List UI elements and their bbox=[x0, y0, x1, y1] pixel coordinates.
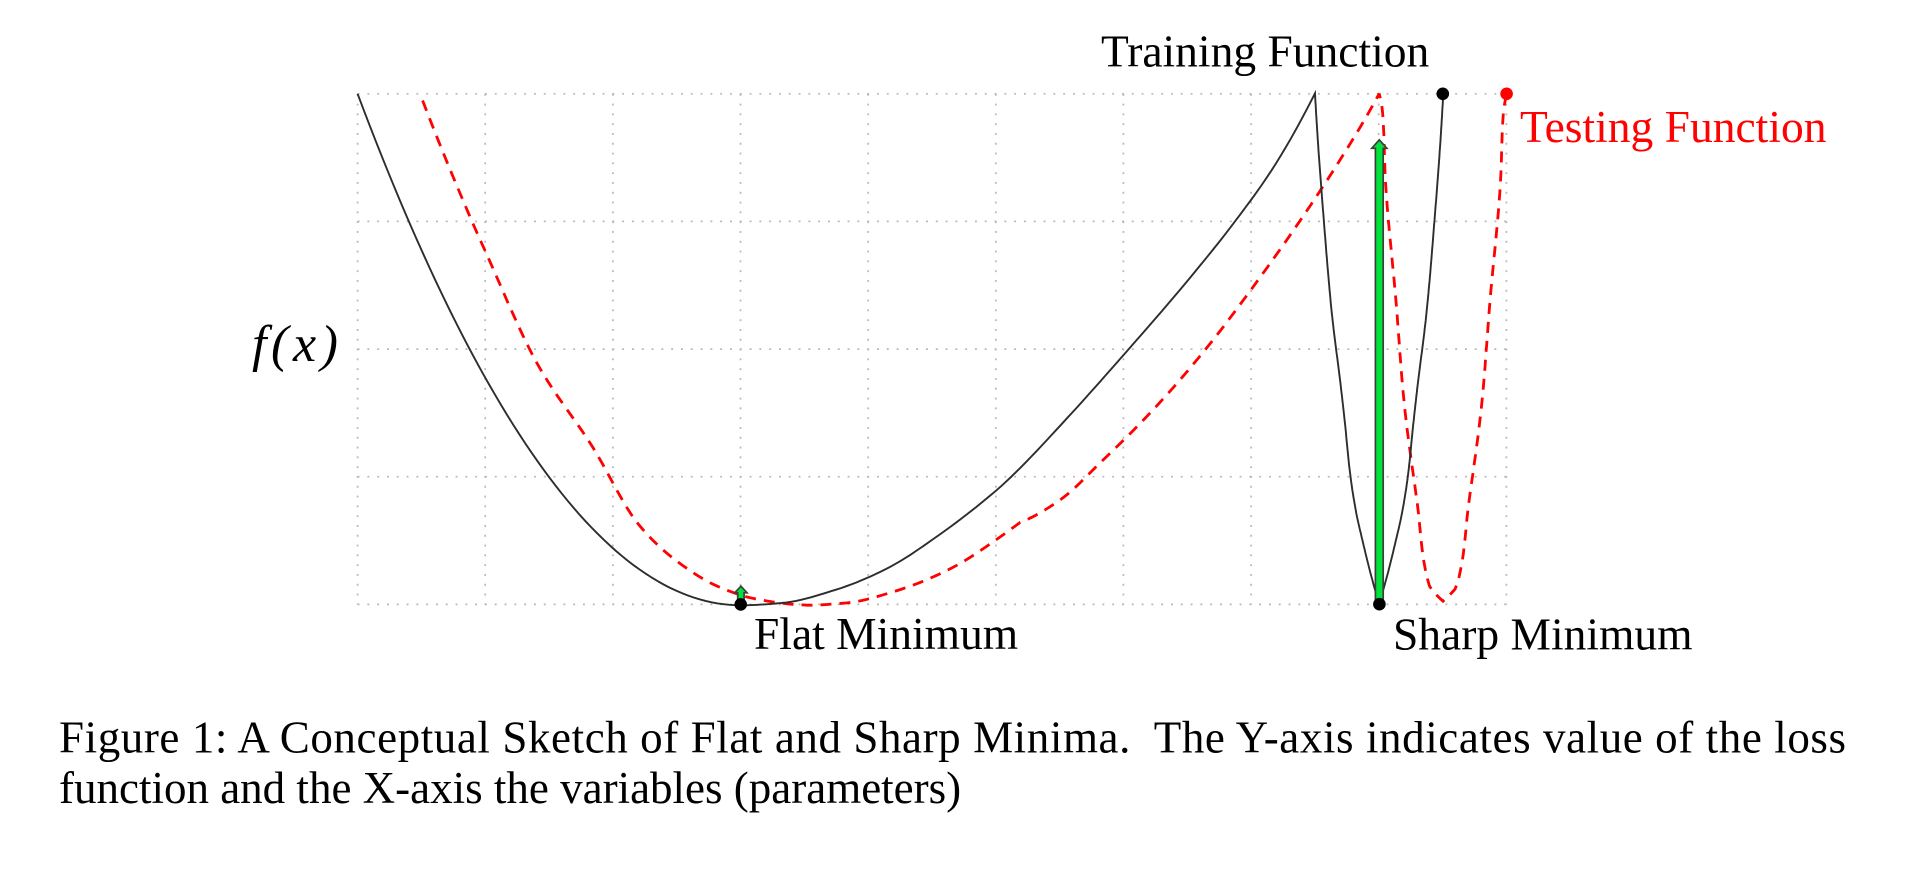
svg-text:Flat Minimum: Flat Minimum bbox=[754, 608, 1018, 659]
svg-text:function and the X-axis the va: function and the X-axis the variables (p… bbox=[59, 763, 961, 813]
svg-text:Sharp Minimum: Sharp Minimum bbox=[1393, 609, 1693, 660]
svg-text:Training Function: Training Function bbox=[1101, 26, 1429, 77]
svg-text:Figure 1: A Conceptual Sketch: Figure 1: A Conceptual Sketch of Flat an… bbox=[59, 713, 1846, 763]
svg-text:f(x): f(x) bbox=[252, 316, 343, 373]
svg-text:Testing Function: Testing Function bbox=[1520, 101, 1827, 152]
